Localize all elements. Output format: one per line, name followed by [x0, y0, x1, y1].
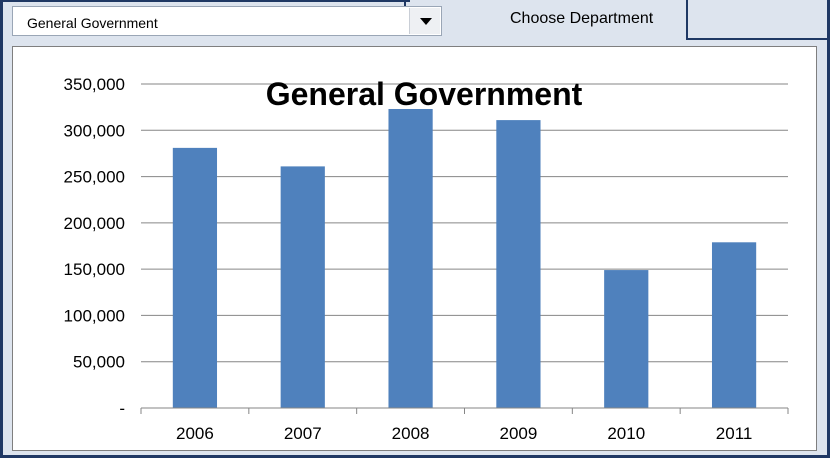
bar: [172, 147, 218, 409]
bar: [280, 166, 325, 408]
chart-container: - 50,000 100,000 150,000 200,000 250,000 300,0…: [12, 46, 817, 451]
top-border: [0, 0, 410, 2]
choose-department-box: [686, 0, 830, 40]
y-axis-labels: - 50,000 100,000 150,000 200,000 250,000 300,0…: [64, 75, 125, 418]
x-tick-label: 2006: [176, 424, 214, 443]
y-tick-label: 50,000: [73, 353, 125, 372]
bar: [496, 120, 541, 409]
gridlines: [141, 83, 788, 363]
x-axis: [140, 407, 789, 414]
x-tick-label: 2008: [392, 424, 430, 443]
bar: [388, 108, 433, 408]
y-tick-label: 350,000: [64, 75, 125, 94]
y-tick-label: -: [119, 399, 125, 418]
y-tick-label: 150,000: [64, 260, 125, 279]
y-tick-label: 250,000: [64, 168, 125, 187]
y-tick-label: 300,000: [64, 121, 125, 140]
chart-title: General Government: [266, 76, 583, 112]
x-tick-label: 2009: [500, 424, 538, 443]
dropdown-selected-value: General Government: [27, 15, 158, 31]
y-tick-label: 100,000: [64, 306, 125, 325]
chevron-down-icon: [420, 18, 432, 25]
y-tick-label: 200,000: [64, 214, 125, 233]
dropdown-button[interactable]: [409, 8, 440, 34]
bar: [711, 242, 757, 408]
bars: [172, 108, 757, 409]
top-border-tick: [404, 0, 406, 6]
choose-department-label: Choose Department: [510, 10, 654, 27]
department-dropdown[interactable]: General Government: [12, 6, 442, 36]
bar: [604, 270, 649, 408]
bar-chart: - 50,000 100,000 150,000 200,000 250,000 300,0…: [64, 75, 789, 443]
x-tick-label: 2011: [716, 424, 753, 443]
x-axis-labels: 2006 2007 2008 2009 2010 2011: [176, 424, 752, 443]
x-tick-label: 2010: [607, 424, 645, 443]
x-tick-label: 2007: [284, 424, 322, 443]
